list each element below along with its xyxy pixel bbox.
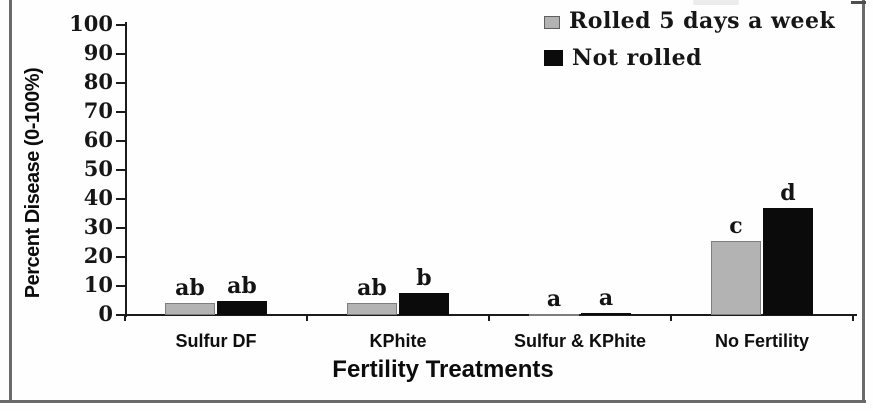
bar-significance-label: ab [227,272,257,299]
bar [217,300,267,315]
y-axis-tick-label: 10 [83,272,113,297]
frame-bottom-border [0,400,866,403]
x-axis-category-label: No Fertility [714,331,810,351]
y-axis-tick [116,227,125,229]
bar-significance-label: d [780,179,796,206]
legend-item-rolled: Rolled 5 days a week [544,8,835,34]
y-axis-tick-label: 100 [69,11,113,36]
frame-left-border [9,0,12,402]
y-axis-tick [116,82,125,84]
y-axis-tick-label: 20 [83,243,113,268]
x-axis-line [125,314,857,316]
legend-item-not-rolled: Not rolled [544,45,835,71]
bar [763,207,813,315]
bar [529,314,579,316]
y-axis-tick-label: 70 [83,98,113,123]
y-axis-line [125,22,127,317]
y-axis-tick-label: 80 [83,69,113,94]
y-axis-tick-label: 30 [83,214,113,239]
x-axis-category-label: Sulfur DF [175,331,257,351]
y-axis-tick [116,314,125,316]
legend: Rolled 5 days a week Not rolled [544,8,835,82]
y-axis-tick [116,285,125,287]
frame-right-border [862,0,865,402]
y-axis-tick [116,53,125,55]
legend-swatch-gray-icon [544,15,560,29]
bar-significance-label: ab [357,275,387,302]
y-axis-tick-label: 90 [83,40,113,65]
y-axis-tick [116,140,125,142]
y-axis-tick [116,256,125,258]
bar [399,293,449,315]
y-axis-tick [116,169,125,171]
x-axis-tick [124,314,126,321]
bar-significance-label: b [416,265,432,292]
x-axis-tick [670,314,672,321]
legend-label: Not rolled [572,45,702,71]
x-axis-title: Fertility Treatments [332,356,554,383]
bar-significance-label: a [546,286,562,312]
bar [347,303,397,315]
bar-significance-label: a [598,284,614,311]
y-axis-tick-label: 50 [83,156,113,181]
x-axis-tick [852,314,854,321]
x-axis-tick [488,314,490,321]
legend-label: Rolled 5 days a week [569,8,836,34]
y-axis-tick [116,111,125,113]
bar-significance-label: c [729,213,743,240]
y-axis-title: Percent Disease (0-100%) [22,67,44,299]
frame-corner-mark [851,1,866,4]
y-axis-tick-label: 40 [83,185,113,210]
x-axis-tick [306,314,308,321]
bar-significance-label: ab [175,275,205,302]
bar [165,303,215,315]
bar [711,241,761,315]
cropped-text-artifact [693,0,739,5]
y-axis-tick [116,24,125,26]
x-axis-category-label: KPhite [369,331,427,351]
y-axis-tick-label: 60 [83,127,113,152]
bar [581,312,631,315]
y-axis-tick-label: 0 [98,301,113,326]
legend-swatch-black-icon [544,50,563,66]
y-axis-tick [116,198,125,200]
x-axis-category-label: Sulfur & KPhite [513,331,647,351]
